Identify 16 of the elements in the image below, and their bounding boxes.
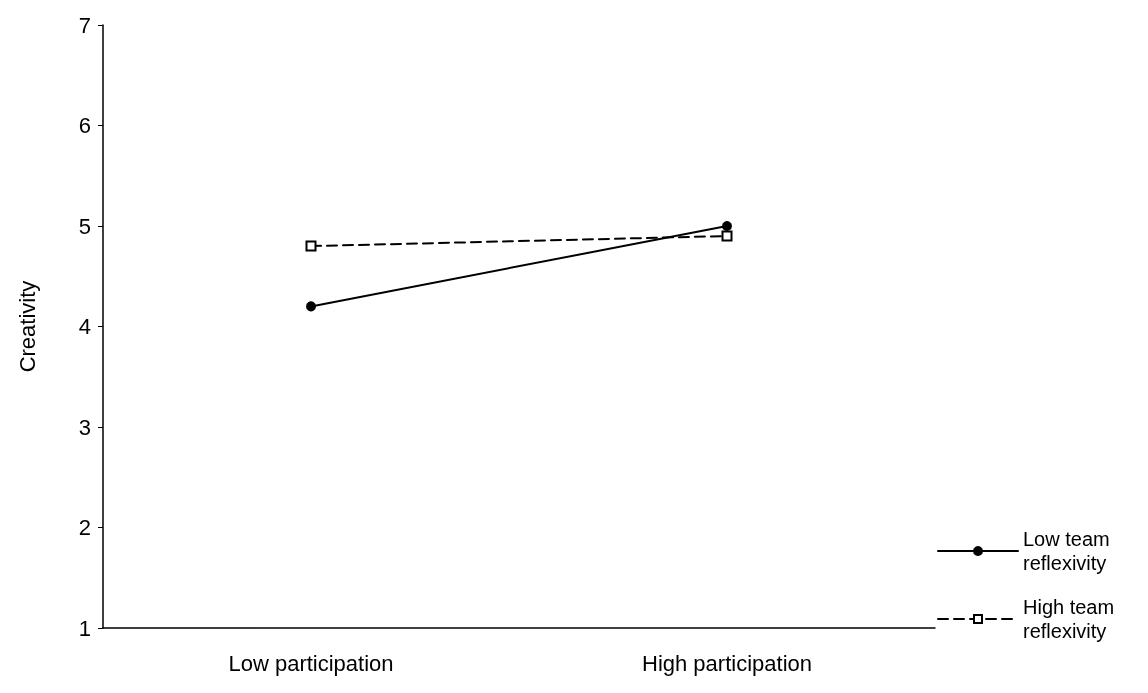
point <box>721 230 733 242</box>
x-tick-label: High participation <box>642 650 812 676</box>
y-tick-label: 2 <box>78 515 91 540</box>
y-tick-label: 1 <box>78 615 91 641</box>
point <box>305 240 317 252</box>
legend-label: Low team reflexivity <box>1023 528 1116 574</box>
y-tick-label: 5 <box>78 213 91 239</box>
y-tick-label: 3 <box>78 414 91 440</box>
legend-label: High team reflexivity <box>1023 596 1120 642</box>
y-tick-label: 7 <box>78 12 91 38</box>
x-tick-label: Low participation <box>228 650 394 676</box>
point <box>306 301 316 312</box>
y-axis-title: Creativity <box>14 280 40 373</box>
point <box>722 221 732 231</box>
y-tick-label: 4 <box>78 314 91 339</box>
y-tick-label: 6 <box>78 113 91 138</box>
